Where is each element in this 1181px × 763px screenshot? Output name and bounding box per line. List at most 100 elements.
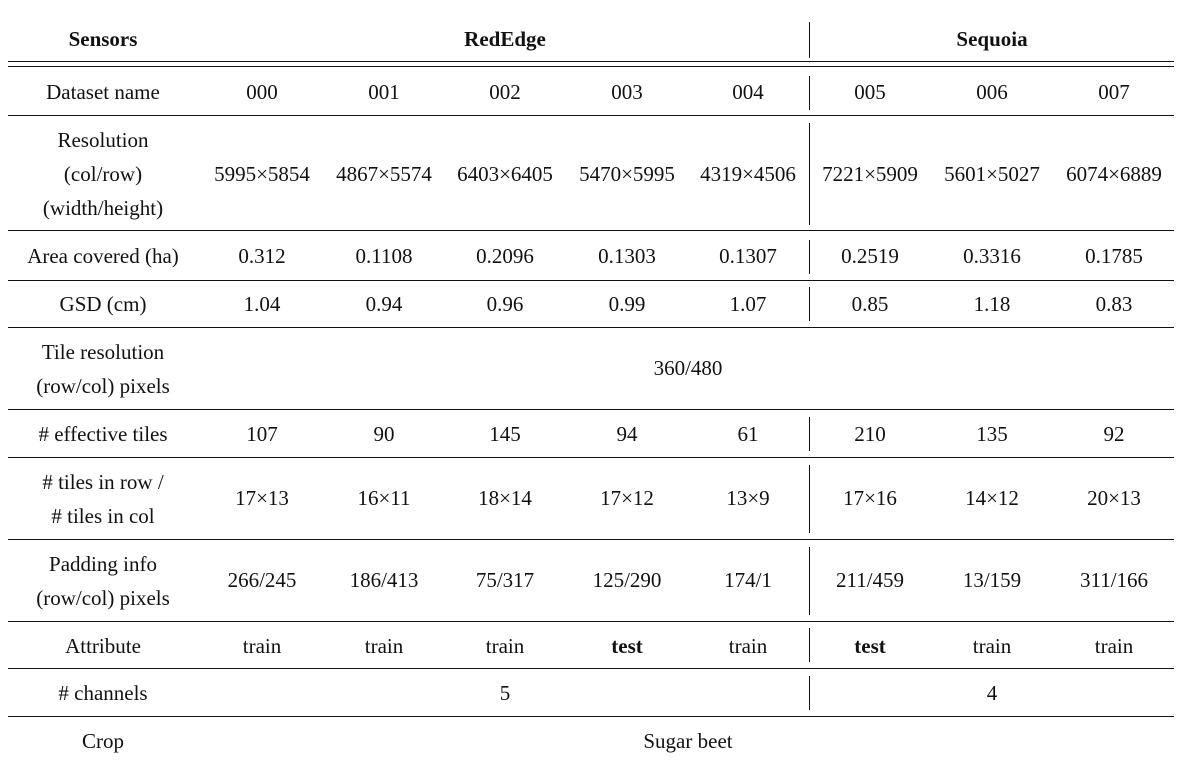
table-cell-eff-tiles: 92 xyxy=(1103,422,1125,446)
rule xyxy=(8,621,1174,622)
table-cell-padding: 186/413 xyxy=(349,568,419,592)
table-cell-eff-tiles: 135 xyxy=(976,422,1008,446)
table-cell-tiles-rc: 17×12 xyxy=(600,486,654,510)
table-cell-gsd: 0.94 xyxy=(365,292,403,316)
table-cell-resolution: 6074×6889 xyxy=(1066,162,1162,186)
row-label-resolution: Resolution (col/row) (width/height) xyxy=(0,123,206,225)
table-cell-dataset: 000 xyxy=(246,80,278,104)
label-line: # tiles in col xyxy=(51,504,155,528)
label-line: # tiles in row / xyxy=(42,470,164,494)
table-cell-gsd: 0.85 xyxy=(851,292,889,316)
table-cell-area: 0.1108 xyxy=(355,244,413,268)
row-label-gsd: GSD (cm) xyxy=(59,292,147,316)
rule xyxy=(8,668,1174,669)
row-label-effective-tiles: # effective tiles xyxy=(38,422,168,446)
header-rededge: RedEdge xyxy=(464,27,546,51)
sensor-divider xyxy=(809,547,810,615)
table-cell-padding: 311/166 xyxy=(1079,568,1149,592)
rule xyxy=(8,539,1174,540)
rule-top-2 xyxy=(8,66,1174,67)
table-cell-area: 0.1785 xyxy=(1085,244,1143,268)
table-cell-attribute: train xyxy=(364,634,404,658)
table-cell-dataset: 006 xyxy=(976,80,1008,104)
table-cell-area: 0.1303 xyxy=(598,244,656,268)
table-cell-gsd: 0.83 xyxy=(1095,292,1133,316)
table-cell-eff-tiles: 94 xyxy=(616,422,638,446)
table-cell-attribute: train xyxy=(485,634,525,658)
label-line: Resolution xyxy=(57,128,149,152)
sensor-divider xyxy=(809,417,810,451)
table-cell-tiles-rc: 14×12 xyxy=(965,486,1019,510)
label-line: (row/col) pixels xyxy=(36,586,170,610)
rule xyxy=(8,280,1174,281)
table-cell-tiles-rc: 17×16 xyxy=(843,486,897,510)
table-cell-padding: 125/290 xyxy=(592,568,662,592)
table-cell-padding: 13/159 xyxy=(962,568,1022,592)
table-cell-eff-tiles: 61 xyxy=(737,422,759,446)
table-cell-gsd: 0.99 xyxy=(608,292,646,316)
channels-sequoia-value: 4 xyxy=(986,681,998,705)
table-cell-eff-tiles: 210 xyxy=(854,422,886,446)
rule xyxy=(8,230,1174,231)
table-cell-padding: 75/317 xyxy=(475,568,535,592)
label-line: Padding info xyxy=(49,552,157,576)
table-cell-resolution: 4867×5574 xyxy=(336,162,432,186)
sensor-divider xyxy=(809,76,810,110)
table-cell-gsd: 0.96 xyxy=(486,292,524,316)
row-label-attribute: Attribute xyxy=(65,634,141,658)
label-line: (row/col) pixels xyxy=(36,374,170,398)
sensor-divider xyxy=(809,287,810,321)
header-sensors: Sensors xyxy=(68,27,138,51)
table-cell-dataset: 002 xyxy=(489,80,521,104)
table-cell-area: 0.312 xyxy=(238,244,286,268)
rule xyxy=(8,409,1174,410)
row-label-channels: # channels xyxy=(58,681,148,705)
table-cell-tiles-rc: 13×9 xyxy=(726,486,770,510)
table-cell-attribute: test xyxy=(854,634,886,658)
table-cell-resolution: 5601×5027 xyxy=(944,162,1040,186)
rule xyxy=(8,716,1174,717)
table-cell-attribute: test xyxy=(611,634,643,658)
table-cell-dataset: 005 xyxy=(854,80,886,104)
table-cell-padding: 211/459 xyxy=(835,568,905,592)
header-sequoia: Sequoia xyxy=(956,27,1028,51)
sensor-divider xyxy=(809,123,810,225)
rule xyxy=(8,457,1174,458)
table-cell-dataset: 004 xyxy=(732,80,764,104)
table-cell-attribute: train xyxy=(1094,634,1134,658)
table-cell-dataset: 001 xyxy=(368,80,400,104)
sensor-divider xyxy=(809,465,810,533)
table-cell-tiles-rc: 20×13 xyxy=(1087,486,1141,510)
table-cell-padding: 266/245 xyxy=(227,568,297,592)
sensor-divider xyxy=(809,22,810,58)
sensor-divider xyxy=(809,628,810,662)
rule xyxy=(8,327,1174,328)
label-line: (col/row) xyxy=(63,162,143,186)
table-cell-resolution: 6403×6405 xyxy=(457,162,553,186)
table-cell-eff-tiles: 145 xyxy=(489,422,521,446)
table-cell-attribute: train xyxy=(728,634,768,658)
sensor-divider xyxy=(809,676,810,710)
table-cell-area: 0.3316 xyxy=(963,244,1021,268)
table-cell-dataset: 003 xyxy=(611,80,643,104)
label-line: (width/height) xyxy=(42,196,164,220)
table-cell-gsd: 1.18 xyxy=(973,292,1011,316)
row-label-padding: Padding info (row/col) pixels xyxy=(0,547,206,615)
label-line: Tile resolution xyxy=(41,340,165,364)
table-cell-attribute: train xyxy=(972,634,1012,658)
table-cell-area: 0.1307 xyxy=(719,244,777,268)
table-cell-area: 0.2096 xyxy=(476,244,534,268)
table-cell-eff-tiles: 107 xyxy=(246,422,278,446)
table-cell-tiles-rc: 17×13 xyxy=(235,486,289,510)
table-cell-resolution: 4319×4506 xyxy=(700,162,796,186)
tile-resolution-value: 360/480 xyxy=(653,356,723,380)
crop-value: Sugar beet xyxy=(643,729,733,753)
table-cell-resolution: 5995×5854 xyxy=(214,162,310,186)
table-cell-eff-tiles: 90 xyxy=(373,422,395,446)
table-cell-gsd: 1.07 xyxy=(729,292,767,316)
table-cell-tiles-rc: 16×11 xyxy=(357,486,411,510)
row-label-dataset: Dataset name xyxy=(46,80,160,104)
row-label-area: Area covered (ha) xyxy=(27,244,179,268)
row-label-tiles-row-col: # tiles in row / # tiles in col xyxy=(0,465,206,533)
table-cell-resolution: 5470×5995 xyxy=(579,162,675,186)
